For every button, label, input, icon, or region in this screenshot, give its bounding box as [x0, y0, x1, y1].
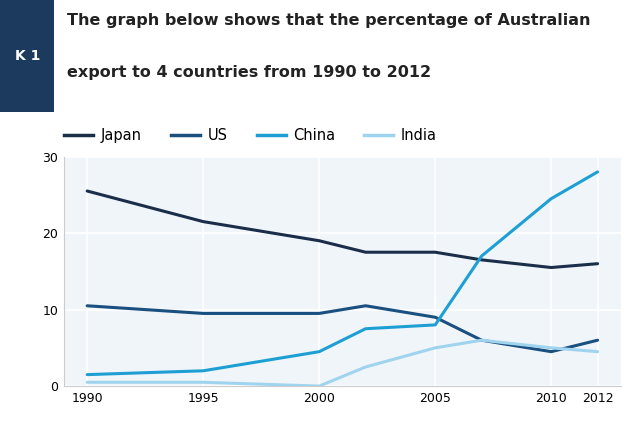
- Text: export to 4 countries from 1990 to 2012: export to 4 countries from 1990 to 2012: [67, 65, 431, 80]
- Text: The graph below shows that the percentage of Australian: The graph below shows that the percentag…: [67, 13, 590, 28]
- Legend: Japan, US, China, India: Japan, US, China, India: [58, 122, 443, 148]
- Text: K 1: K 1: [15, 49, 40, 63]
